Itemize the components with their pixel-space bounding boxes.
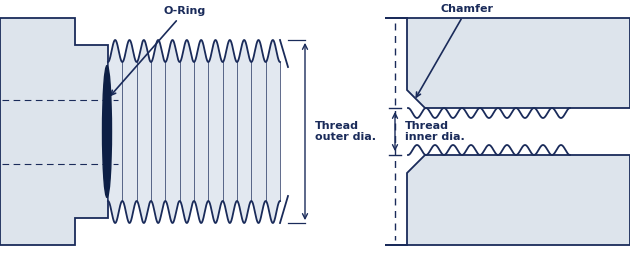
Text: Chamfer: Chamfer	[416, 4, 493, 97]
Polygon shape	[108, 40, 280, 223]
Text: Thread
inner dia.: Thread inner dia.	[405, 121, 465, 142]
Polygon shape	[0, 18, 108, 245]
Text: Thread
outer dia.: Thread outer dia.	[315, 121, 376, 142]
Text: O-Ring: O-Ring	[111, 6, 206, 95]
Ellipse shape	[103, 66, 112, 197]
Polygon shape	[385, 18, 630, 108]
Polygon shape	[385, 155, 630, 245]
